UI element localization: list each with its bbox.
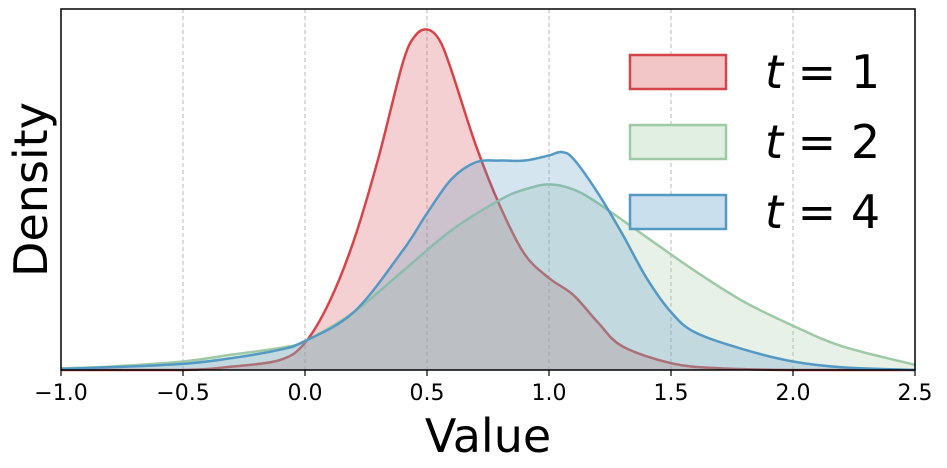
x-tick-label: 0.0: [288, 381, 323, 406]
series-3-area: [61, 151, 915, 370]
legend-swatch-1: [628, 53, 728, 91]
legend-var: t: [765, 185, 785, 239]
x-ticks: −1.0 −0.5 0.0 0.5 1.0 1.5 2.0 2.5: [34, 370, 933, 406]
y-axis-label: Density: [4, 102, 58, 277]
legend-entry-3: t = 4: [765, 185, 880, 239]
x-tick-label: 1.5: [654, 381, 689, 406]
x-tick-label: 1.0: [532, 381, 567, 406]
legend-var: t: [765, 45, 785, 99]
x-tick-label: 2.0: [776, 381, 811, 406]
legend-entry-2: t = 2: [765, 115, 880, 169]
x-tick-label: −0.5: [156, 381, 209, 406]
x-tick-label: 0.5: [410, 381, 445, 406]
series-3-line: [60, 150, 916, 372]
legend-value: = 2: [783, 115, 880, 169]
series-2-line: [60, 183, 916, 370]
series-1-line: [60, 28, 915, 372]
x-axis-label: Value: [425, 409, 551, 463]
density-areas: [60, 28, 916, 372]
series-1-area: [61, 29, 915, 371]
legend-swatch-3: [628, 193, 728, 231]
legend-value: = 1: [783, 45, 880, 99]
legend: t = 1t = 2t = 4: [628, 45, 880, 239]
legend-swatch-2: [628, 123, 728, 161]
legend-var: t: [765, 115, 785, 169]
series-2-area: [61, 184, 915, 370]
x-tick-label: 2.5: [898, 381, 933, 406]
legend-entry-1: t = 1: [765, 45, 880, 99]
x-tick-label: −1.0: [34, 381, 87, 406]
legend-value: = 4: [783, 185, 880, 239]
plot-frame: [60, 8, 916, 371]
